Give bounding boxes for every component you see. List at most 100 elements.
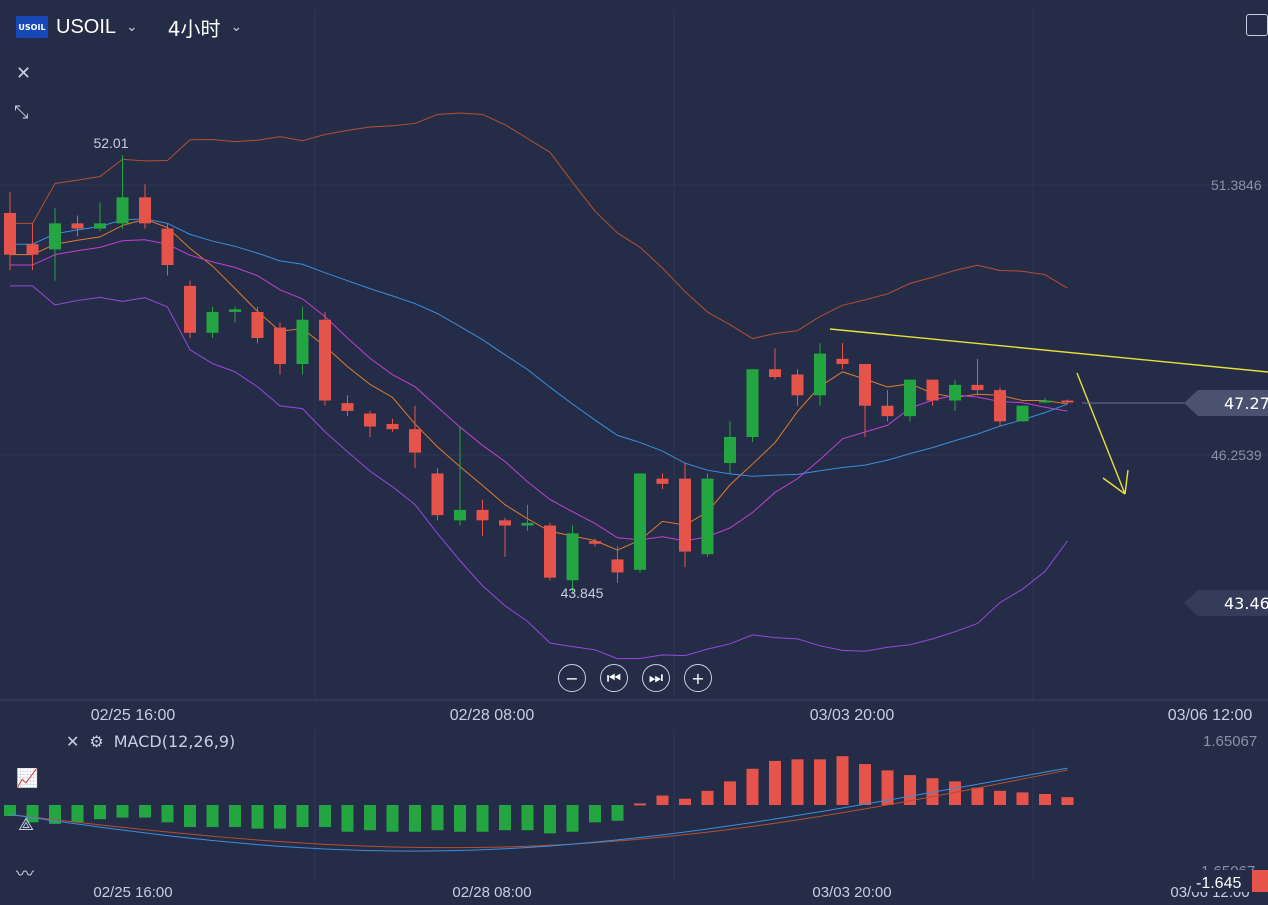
ma-slow-line <box>10 218 1068 477</box>
candle <box>116 155 129 229</box>
drawing-tool-icon[interactable]: ⟁ <box>18 814 35 835</box>
zoom-controls: − ⏮ ⏭ + <box>558 664 712 692</box>
macd-bar <box>116 805 129 818</box>
macd-time-axis-label: 03/03 20:00 <box>812 884 891 901</box>
candle <box>499 517 511 557</box>
candle <box>881 390 894 422</box>
macd-bar <box>881 770 894 805</box>
macd-bar <box>206 805 219 828</box>
candle <box>656 473 669 490</box>
timeframe-selector[interactable]: 4小时 <box>167 16 221 41</box>
candle <box>274 322 286 375</box>
macd-bar <box>836 756 849 805</box>
candle-body <box>566 533 579 581</box>
candle-body <box>26 244 39 255</box>
candle-body <box>229 309 241 312</box>
candle-body <box>814 353 826 396</box>
close-icon[interactable]: ✕ <box>66 732 80 751</box>
candle-body <box>746 369 759 437</box>
zoom-out-button[interactable]: − <box>558 664 586 692</box>
jump-start-button[interactable]: ⏮ <box>600 664 628 692</box>
grid-lines <box>0 10 1268 880</box>
candle <box>184 280 196 338</box>
time-axis-label: 02/25 16:00 <box>91 707 176 724</box>
candle-body <box>1061 400 1074 403</box>
macd-bar <box>971 787 984 805</box>
candle-body <box>499 520 511 526</box>
candle-body <box>49 223 61 250</box>
candle-body <box>341 403 354 411</box>
candle-body <box>4 212 16 255</box>
candle-body <box>251 311 264 338</box>
collapse-icon[interactable]: ⤡ <box>14 102 29 123</box>
candle-body <box>1016 405 1029 422</box>
macd-bar <box>611 805 624 821</box>
settings-gear-icon[interactable]: ⚙ <box>89 732 104 751</box>
macd-current-label: -1.645 <box>1196 875 1241 892</box>
candle <box>634 473 646 573</box>
ma-mid-line <box>10 239 1068 542</box>
macd-bar <box>161 805 174 823</box>
macd-bar <box>904 775 916 805</box>
macd-bar <box>364 805 376 831</box>
candle-body <box>949 384 961 401</box>
candle <box>791 369 804 406</box>
candle-body <box>656 478 669 484</box>
candle <box>814 343 826 406</box>
candlesticks <box>4 155 1074 594</box>
jump-end-button[interactable]: ⏭ <box>642 664 670 692</box>
candle <box>589 538 601 547</box>
time-axis-label: 03/03 20:00 <box>810 707 895 724</box>
candle-body <box>971 384 984 391</box>
macd-bar <box>679 798 691 805</box>
zoom-in-button[interactable]: + <box>684 664 712 692</box>
candle-body <box>679 478 691 552</box>
candle-body <box>791 374 804 396</box>
candle <box>971 358 984 396</box>
macd-current-marker <box>1252 870 1268 892</box>
symbol-name[interactable]: USOIL <box>56 15 117 38</box>
macd-lines <box>9 767 1068 852</box>
trendline[interactable] <box>829 328 1268 373</box>
macd-axis-label: 1.65067 <box>1203 733 1257 750</box>
macd-bar <box>634 803 646 806</box>
candle <box>94 202 106 232</box>
time-axis-label: 03/06 12:00 <box>1168 707 1253 724</box>
candle-body <box>994 390 1006 422</box>
candle <box>206 306 219 338</box>
candle <box>1061 399 1074 404</box>
macd-bar <box>791 759 804 805</box>
high-label: 52.01 <box>93 135 128 151</box>
chart-type-icon[interactable]: 📈 <box>16 768 39 789</box>
macd-dif-line <box>9 769 1068 849</box>
macd-bar <box>656 795 669 805</box>
candle <box>139 184 151 229</box>
chevron-down-icon[interactable]: ⌄ <box>126 19 138 35</box>
candle <box>431 468 444 521</box>
macd-dea-line <box>9 767 1068 852</box>
candle-body <box>904 379 916 417</box>
symbol-header: USOIL USOIL ⌄ 4小时 ⌄ <box>16 12 264 42</box>
macd-bar <box>94 805 106 820</box>
price-axis-label: 46.2539 <box>1211 447 1262 463</box>
candle <box>26 223 39 271</box>
candle-body <box>161 228 174 266</box>
candle-body <box>364 413 376 427</box>
candle-body <box>836 358 849 365</box>
chevron-down-icon[interactable]: ⌄ <box>230 19 243 35</box>
candle <box>859 364 871 437</box>
candle-body <box>431 473 444 516</box>
forecast-arrow[interactable] <box>1076 372 1129 495</box>
close-icon[interactable]: ✕ <box>16 63 32 84</box>
candle-body <box>184 285 196 333</box>
bb-lower-tag: 43.46 <box>1184 590 1268 616</box>
layout-toggle-icon[interactable] <box>1246 14 1268 36</box>
macd-bar <box>454 805 466 832</box>
candle-body <box>116 197 129 224</box>
candle <box>904 379 916 422</box>
macd-bar <box>341 805 354 832</box>
indicator-wave-icon[interactable]: 〰 <box>16 864 34 885</box>
macd-bar <box>319 805 331 828</box>
